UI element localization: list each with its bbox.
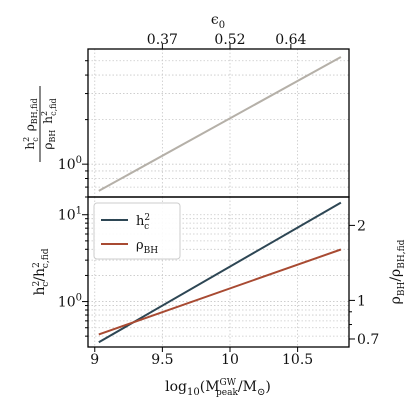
svg-text:ρBHh2c,fid: ρBHh2c,fid (40, 98, 58, 149)
bottom-panel-series (98, 201, 342, 344)
top-panel-y-label: h2cρBH,fid ρBHh2c,fid (22, 86, 58, 162)
top-axis-tick-label: 0.37 (147, 32, 178, 48)
series-line-ratio (98, 56, 342, 192)
x-tick-label: 9.5 (151, 352, 173, 368)
top-panel-series (98, 56, 342, 192)
svg-text:h2cρBH,fid: h2cρBH,fid (22, 98, 40, 149)
top-axis-label: ϵ0 (211, 12, 225, 31)
bottom-left-y-tick-label: 100 (58, 293, 82, 311)
series-line-rho-bh (98, 248, 342, 336)
bottom-right-y-label: ρBH/ρBH,fid (388, 239, 407, 304)
bottom-right-y-tick-label: 2 (357, 218, 366, 234)
bottom-right-y-tick-label: 1 (357, 293, 366, 309)
top-axis-tick-label: 0.64 (275, 32, 306, 48)
x-tick-label: 10 (221, 352, 239, 368)
legend-label-hc2: h2 c (136, 213, 150, 232)
bottom-right-y-tick-label: 0.7 (357, 332, 379, 348)
series-line-hc2 (98, 201, 342, 344)
legend-label-rho-bh: ρBH (136, 238, 158, 256)
x-tick-label: 9 (90, 352, 99, 368)
x-tick-label: 10.5 (282, 352, 313, 368)
bottom-panel-frame (87, 196, 350, 348)
top-panel-y-tick-label: 100 (58, 155, 82, 173)
bottom-left-y-label: h2c/h2c,fid (32, 248, 51, 295)
x-axis-label: log10(MGW peak/M⊙) (165, 378, 271, 398)
legend: h2 c ρBH (93, 202, 181, 260)
axis-ticks (82, 44, 355, 352)
bottom-left-y-tick-label: 101 (58, 206, 82, 224)
top-axis-tick-label: 0.52 (214, 32, 245, 48)
